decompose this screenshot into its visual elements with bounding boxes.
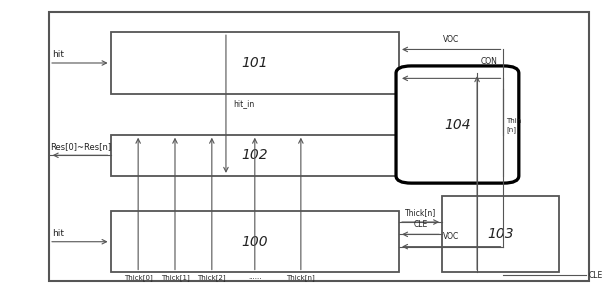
Text: 102: 102 xyxy=(241,148,268,162)
Text: VOC: VOC xyxy=(443,35,459,44)
Text: 101: 101 xyxy=(241,56,268,70)
Text: Res[0]~Res[n]: Res[0]~Res[n] xyxy=(50,143,112,151)
FancyBboxPatch shape xyxy=(396,66,519,183)
Text: CLE: CLE xyxy=(588,271,602,280)
Bar xyxy=(111,32,399,94)
Text: ......: ...... xyxy=(248,274,262,280)
Bar xyxy=(49,12,589,281)
Text: Thick[2]: Thick[2] xyxy=(198,274,226,281)
Text: CLE: CLE xyxy=(413,220,428,229)
Text: Thick[n]: Thick[n] xyxy=(405,208,436,217)
Text: 103: 103 xyxy=(487,227,514,241)
Text: Thick[0]: Thick[0] xyxy=(124,274,152,281)
Text: Thick[1]: Thick[1] xyxy=(161,274,189,281)
Text: Thin: Thin xyxy=(507,118,522,124)
Text: VOC: VOC xyxy=(443,232,459,241)
Text: [n]: [n] xyxy=(507,126,516,133)
Text: CON: CON xyxy=(480,57,497,66)
Bar xyxy=(442,196,559,272)
Bar xyxy=(111,211,399,272)
Text: hit: hit xyxy=(52,229,64,238)
Text: hit: hit xyxy=(52,50,64,59)
Text: 104: 104 xyxy=(444,117,471,132)
Text: 100: 100 xyxy=(241,235,268,249)
Text: Thick[n]: Thick[n] xyxy=(287,274,315,281)
Bar xyxy=(111,135,399,176)
Text: hit_in: hit_in xyxy=(233,100,255,108)
